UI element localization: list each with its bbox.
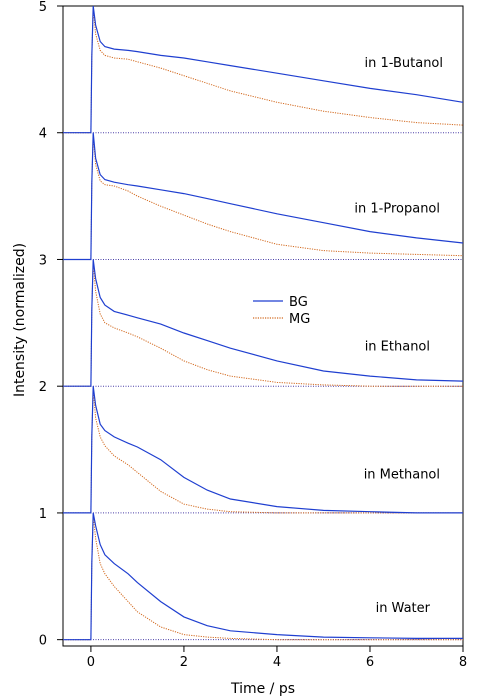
series-group xyxy=(63,5,464,641)
y-axis-label: Intensity (normalized) xyxy=(12,243,28,397)
x-axis-label: Time / ps xyxy=(230,681,295,697)
x-tick-label-6: 6 xyxy=(366,655,374,670)
series-bg-panel-1 xyxy=(63,386,463,514)
series-mg-panel-2 xyxy=(63,261,463,387)
x-tick-label-2: 2 xyxy=(180,655,188,670)
x-tick-label-8: 8 xyxy=(459,655,467,670)
series-bg-panel-4 xyxy=(63,5,464,134)
series-mg-panel-3 xyxy=(63,135,464,260)
series-bg-panel-2 xyxy=(63,259,464,387)
panel-label-0: in Water xyxy=(376,601,431,616)
y-tick-label-0: 0 xyxy=(39,634,47,649)
series-bg-panel-0 xyxy=(63,512,463,641)
y-tick-label-3: 3 xyxy=(39,253,47,268)
panel-label-1: in Methanol xyxy=(364,468,440,483)
y-tick-label-1: 1 xyxy=(39,507,47,522)
legend-label-mg: MG xyxy=(289,312,310,327)
x-axis: 0 2 4 6 8 xyxy=(87,646,467,670)
panel-label-3: in 1-Propanol xyxy=(354,202,440,217)
legend-label-bg: BG xyxy=(289,295,308,310)
x-tick-label-0: 0 xyxy=(87,655,95,670)
legend: BG MG xyxy=(253,295,310,327)
y-tick-label-2: 2 xyxy=(39,380,47,395)
series-mg-panel-0 xyxy=(63,515,463,641)
y-tick-label-5: 5 xyxy=(39,0,47,15)
panel-labels: in Water in Methanol in Ethanol in 1-Propan… xyxy=(354,56,443,616)
panel-label-2: in Ethanol xyxy=(365,340,430,355)
series-bg-panel-3 xyxy=(63,132,464,261)
x-tick-label-4: 4 xyxy=(273,655,281,670)
plot-frame xyxy=(62,5,464,647)
panel-label-4: in 1-Butanol xyxy=(364,56,443,71)
y-axis: 0 1 2 3 4 5 xyxy=(39,0,63,649)
series-mg-panel-1 xyxy=(63,388,463,514)
y-tick-label-4: 4 xyxy=(39,127,47,142)
